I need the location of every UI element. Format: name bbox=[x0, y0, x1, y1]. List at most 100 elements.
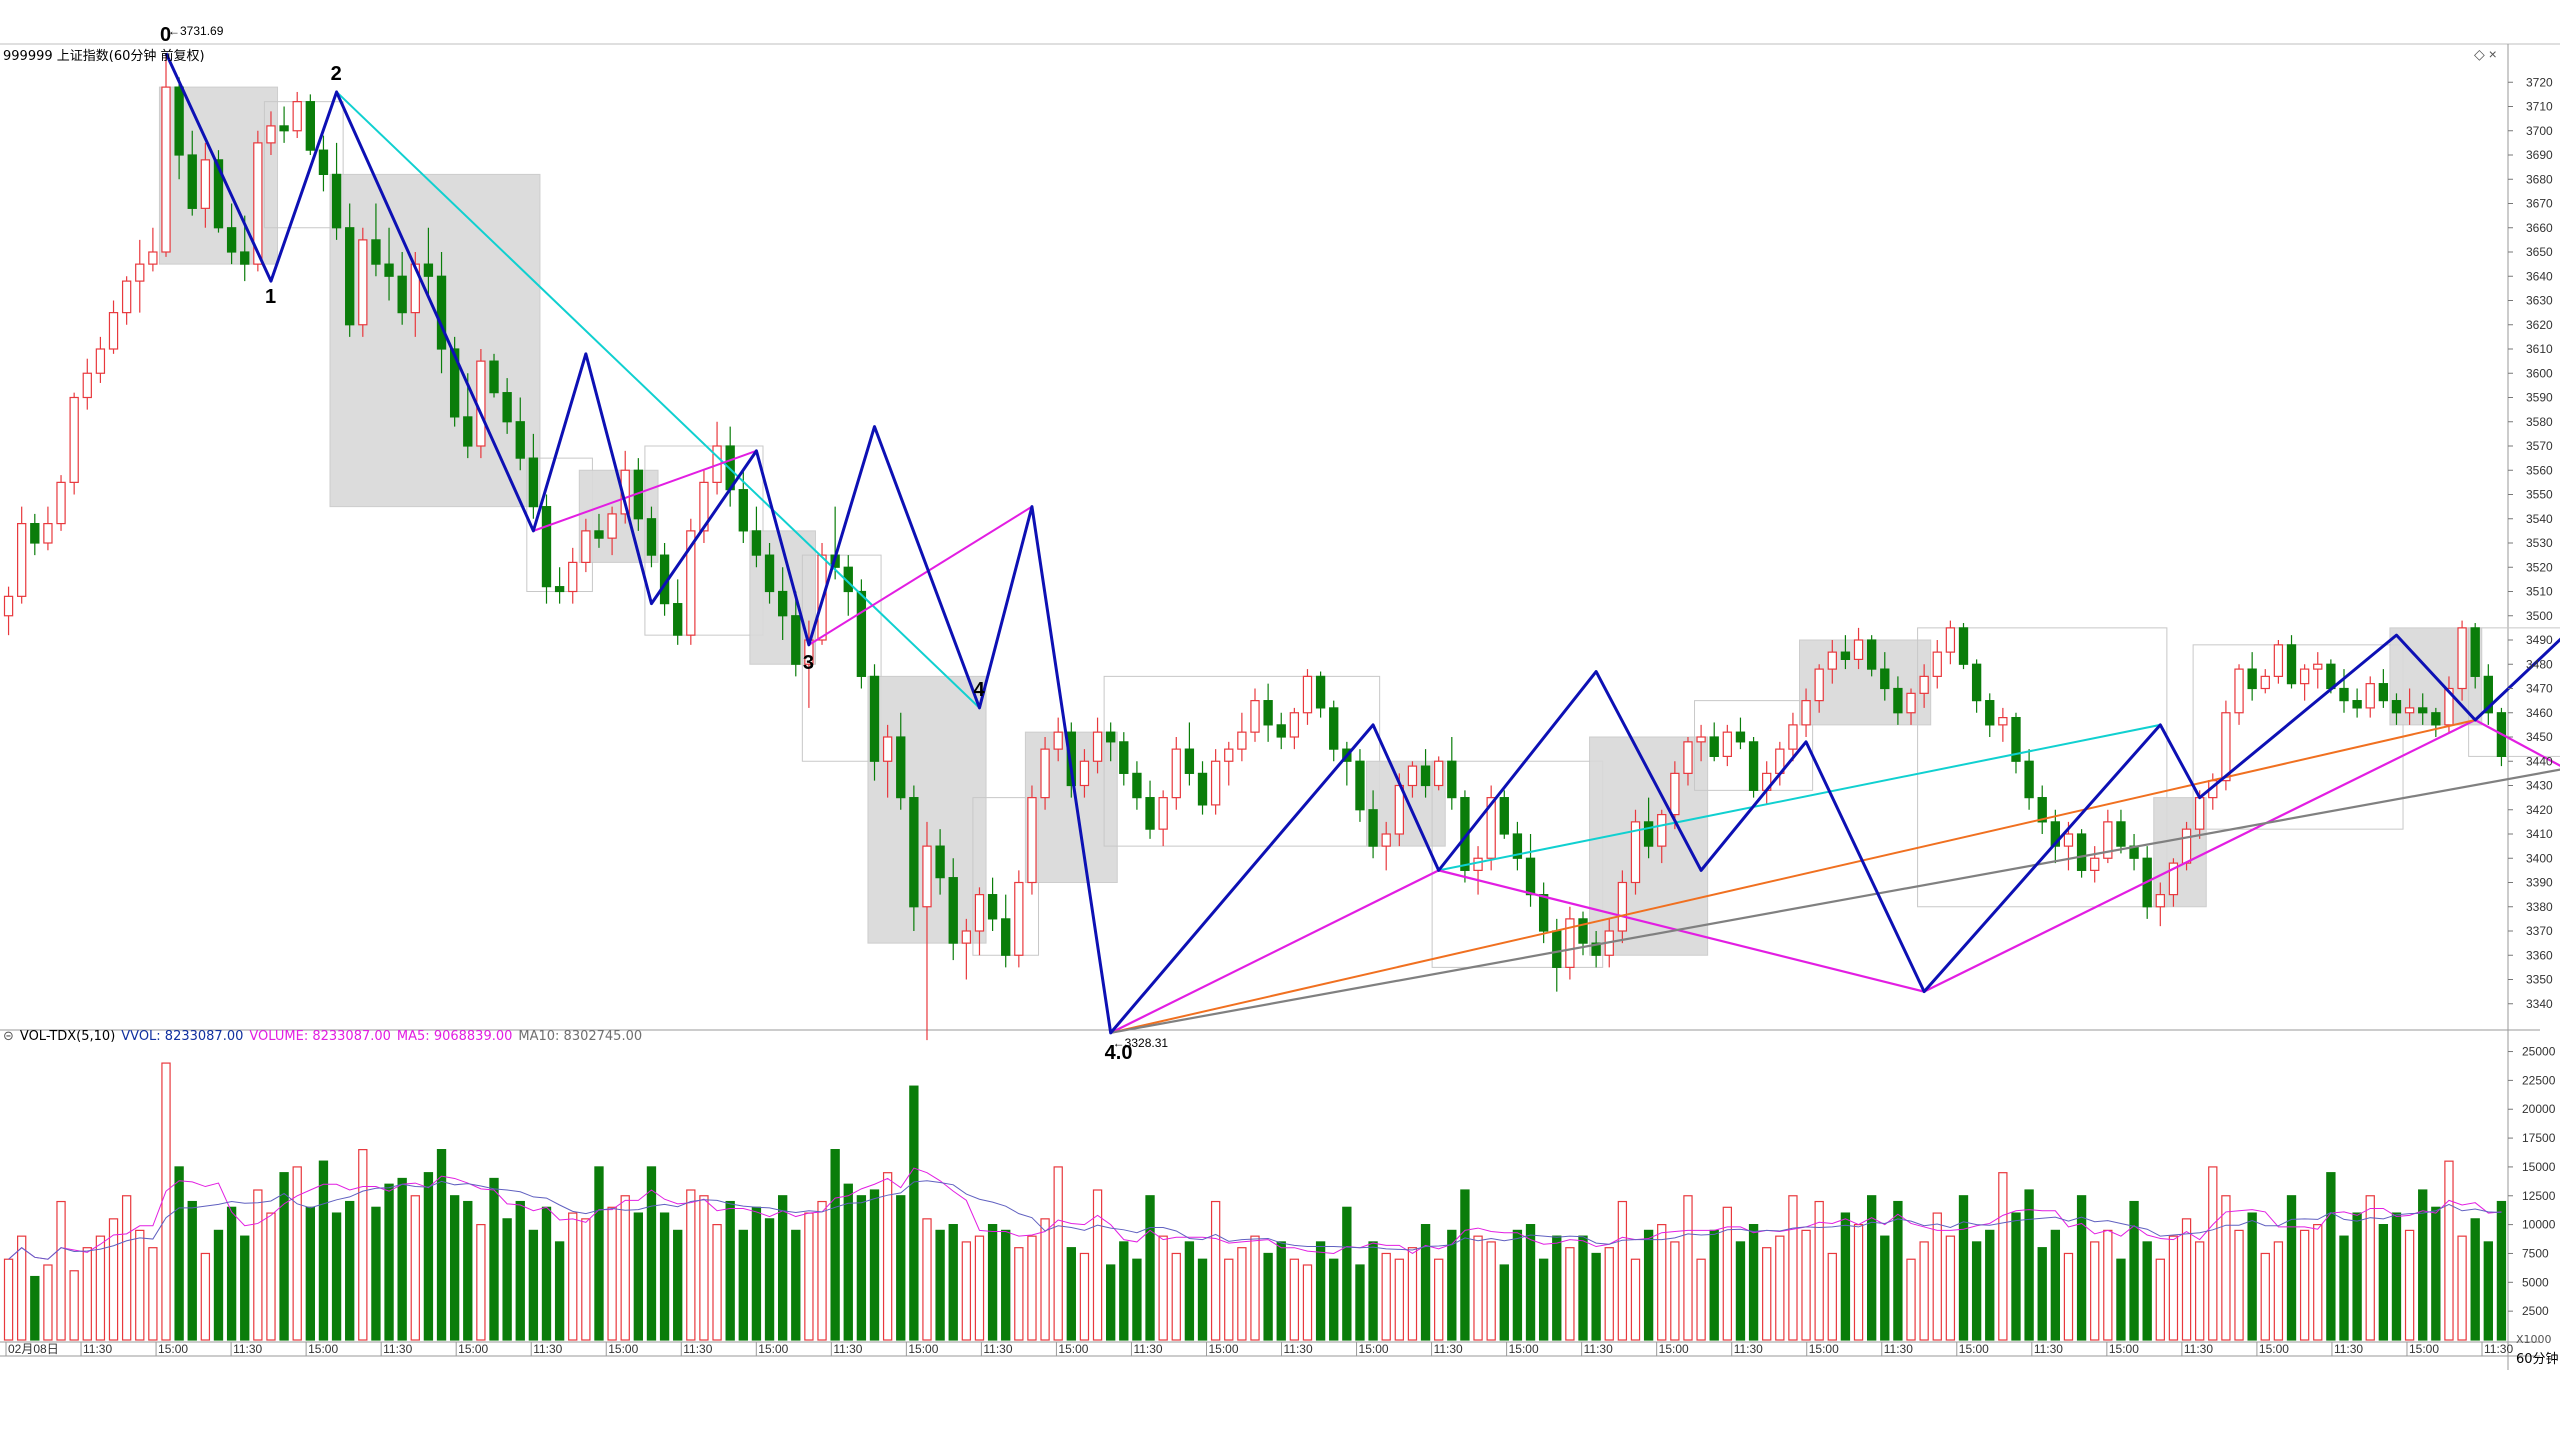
volume-bar bbox=[1958, 1195, 1969, 1341]
panel-controls[interactable]: ◇ × bbox=[2474, 46, 2497, 62]
time-tick-label: 15:00 bbox=[2109, 1342, 2139, 1356]
volume-bar bbox=[161, 1062, 171, 1341]
candle-body bbox=[948, 877, 958, 944]
candle-body bbox=[2024, 760, 2034, 799]
collapse-icon[interactable]: ⊝ bbox=[3, 1029, 14, 1044]
time-tick-label: 02月08日 bbox=[8, 1342, 59, 1356]
volume-bar bbox=[1735, 1241, 1746, 1341]
volume-bar bbox=[226, 1206, 237, 1341]
volume-bar bbox=[2208, 1166, 2218, 1341]
candle-body bbox=[148, 251, 158, 265]
volume-bar bbox=[804, 1212, 814, 1341]
candle-body bbox=[2247, 668, 2257, 690]
volume-tick-label: 10000 bbox=[2522, 1218, 2556, 1232]
price-tick-label: 3380 bbox=[2526, 900, 2553, 914]
trend-lines bbox=[164, 52, 2560, 1035]
time-tick-label: 11:30 bbox=[83, 1342, 112, 1356]
candle-body bbox=[528, 457, 539, 508]
volume-tick-label: 17500 bbox=[2522, 1131, 2556, 1145]
candle-body bbox=[2273, 644, 2284, 677]
volume-bar bbox=[2391, 1212, 2402, 1341]
candle-body bbox=[1106, 731, 1116, 743]
volume-bars[interactable] bbox=[3, 1062, 2507, 1341]
volume-bar bbox=[528, 1229, 539, 1341]
candle-body bbox=[581, 530, 591, 563]
candle-body bbox=[1184, 748, 1195, 774]
magenta-trendline bbox=[1438, 869, 1925, 993]
candle-body bbox=[1053, 731, 1063, 750]
time-tick-label: 15:00 bbox=[308, 1342, 338, 1356]
volume-bar bbox=[673, 1229, 683, 1341]
price-tick-label: 3350 bbox=[2526, 973, 2553, 987]
volume-bar bbox=[1342, 1206, 1352, 1341]
volume-bar bbox=[1657, 1224, 1667, 1341]
volume-indicator-title[interactable]: VOL-TDX(5,10) bbox=[19, 1029, 116, 1044]
volume-bar bbox=[2247, 1212, 2257, 1341]
volume-bar bbox=[830, 1149, 840, 1341]
candle-body bbox=[686, 530, 696, 636]
volume-bar bbox=[1263, 1252, 1273, 1341]
wave-label: 1 bbox=[265, 286, 276, 308]
gray-trendline bbox=[1110, 768, 2560, 1034]
volume-bar bbox=[174, 1166, 184, 1341]
candle-body bbox=[436, 275, 447, 350]
candle-body bbox=[2063, 833, 2074, 847]
volume-bar bbox=[213, 1229, 224, 1341]
price-tick-label: 3600 bbox=[2526, 366, 2553, 380]
wave-label: 4 bbox=[973, 679, 985, 701]
volume-bar bbox=[1919, 1241, 1929, 1341]
volume-bar bbox=[95, 1235, 106, 1341]
candle-body bbox=[1302, 675, 1313, 714]
price-tick-label: 3470 bbox=[2526, 682, 2553, 696]
volume-bar bbox=[646, 1166, 657, 1341]
volume-unit: X1000 bbox=[2516, 1333, 2552, 1346]
up-swing-box bbox=[1917, 627, 2168, 908]
volume-bar bbox=[1329, 1258, 1339, 1341]
candle-body bbox=[699, 481, 709, 532]
volume-bar bbox=[1696, 1258, 1706, 1341]
volume-bar bbox=[1775, 1235, 1785, 1341]
price-tick-label: 3440 bbox=[2526, 754, 2553, 768]
volume-bar bbox=[30, 1275, 40, 1341]
candle-body bbox=[1657, 813, 1667, 847]
candle-body bbox=[292, 101, 302, 132]
volume-bar bbox=[292, 1166, 302, 1341]
candle-body bbox=[1158, 797, 1168, 830]
volume-bar bbox=[1132, 1258, 1142, 1341]
candle-body bbox=[1971, 663, 1982, 702]
volume-bar bbox=[974, 1235, 985, 1341]
candle-body bbox=[1840, 651, 1851, 661]
volume-bar bbox=[1092, 1189, 1103, 1341]
candle-body bbox=[463, 416, 473, 447]
volume-bar bbox=[1237, 1247, 1247, 1341]
candle-body bbox=[2195, 797, 2205, 830]
volume-bar bbox=[1617, 1200, 1628, 1341]
volume-bar bbox=[2024, 1189, 2034, 1341]
volume-bar bbox=[791, 1229, 801, 1341]
time-tick-label: 11:30 bbox=[1284, 1342, 1313, 1356]
volume-bar bbox=[2076, 1195, 2087, 1341]
volume-bar bbox=[568, 1212, 578, 1341]
volume-tick-label: 15000 bbox=[2522, 1160, 2556, 1174]
magenta-trendline bbox=[1923, 719, 2476, 993]
candle-body bbox=[1630, 821, 1641, 884]
volume-bar bbox=[69, 1270, 79, 1341]
candle-body bbox=[974, 894, 985, 932]
candle-body bbox=[1171, 748, 1181, 799]
candle-body bbox=[213, 159, 224, 229]
candle-body bbox=[922, 845, 932, 908]
period-label[interactable]: 60分钟 bbox=[2516, 1352, 2559, 1367]
volume-bar bbox=[1591, 1252, 1601, 1341]
volume-bar bbox=[2037, 1247, 2047, 1341]
volume-bar bbox=[856, 1195, 867, 1341]
up-swing-box bbox=[263, 101, 344, 229]
candle-body bbox=[1827, 651, 1837, 670]
candle-body bbox=[358, 239, 368, 326]
price-tick-label: 3390 bbox=[2526, 876, 2553, 890]
volume-bar bbox=[200, 1252, 211, 1341]
candle-body bbox=[869, 675, 880, 762]
volume-bar bbox=[764, 1218, 775, 1341]
time-tick-label: 11:30 bbox=[533, 1342, 562, 1356]
volume-bar bbox=[2365, 1195, 2375, 1341]
candle-body bbox=[69, 396, 79, 483]
